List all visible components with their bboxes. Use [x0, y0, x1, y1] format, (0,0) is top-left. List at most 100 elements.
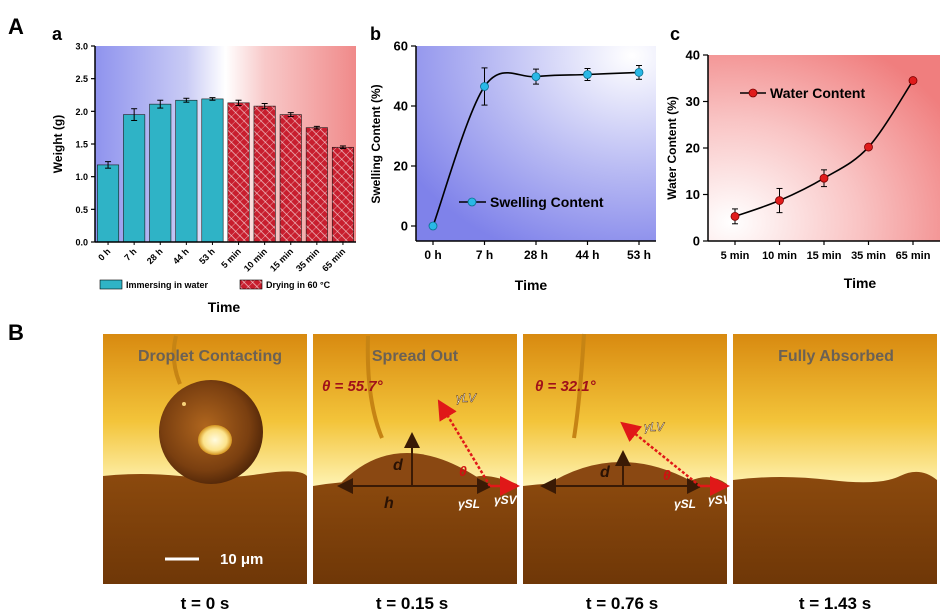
bar [149, 103, 172, 243]
y-tick-label: 3.0 [75, 42, 88, 52]
y-tick-label: 40 [686, 48, 700, 63]
x-tick-label: 35 min [294, 246, 321, 273]
photo-3-gamma-sl: γSL [674, 497, 696, 511]
data-point [730, 211, 740, 221]
x-tick-label: 5 min [219, 246, 243, 270]
data-point [775, 196, 784, 205]
panel-label-B: B [8, 320, 24, 345]
chart-b: 0 20 40 60 0 h 7 h 28 h 44 h 53 h Swelling Cont… [369, 39, 656, 293]
photo-2-gamma-sv: γSV [494, 493, 518, 507]
droplet-photo-4: Fully Absorbed t = 1.43 s [733, 334, 937, 613]
droplet-photo-2: Spread Out θ = 55.7° d h γLV θ γSL γSV t… [313, 334, 520, 613]
x-tick-label: 65 min [320, 246, 347, 273]
photo-3-theta: θ [663, 467, 671, 483]
x-tick-label: 0 h [96, 246, 112, 262]
droplet-photo-3: θ = 32.1° d γLV θ γSL γSV t = 0.76 s [523, 333, 732, 613]
legend-label-drying: Drying in 60 °C [266, 280, 331, 290]
x-tick-label: 44 h [575, 248, 599, 262]
y-tick-label: 40 [394, 99, 408, 114]
bar [175, 99, 198, 243]
panel-label-A: A [8, 14, 24, 39]
gamma-lv-arrow-3 [620, 421, 701, 487]
x-tick-label: 7 h [476, 248, 493, 262]
y-tick-label: 0 [401, 219, 408, 234]
data-point [583, 70, 592, 79]
photo-2-gamma-lv: γLV [456, 391, 477, 405]
photo-2-h-label: h [384, 495, 394, 512]
series-line [432, 71, 640, 227]
photo-3-d-label: d [600, 464, 611, 481]
photo-2-d-label: d [393, 457, 404, 474]
chart-c-legend-marker [748, 88, 758, 98]
photo-4-time: t = 1.43 s [799, 594, 871, 613]
x-tick-label: 7 h [122, 246, 138, 262]
droplet-photo-1: Droplet Contacting 10 μm t = 0 s [103, 334, 307, 613]
photo-1-time: t = 0 s [181, 594, 230, 613]
photo-4-title: Fully Absorbed [778, 348, 894, 365]
x-tick-label: 28 h [524, 248, 548, 262]
chart-c-background [708, 55, 940, 241]
y-tick-label: 10 [686, 187, 700, 202]
x-tick-label: 44 h [171, 246, 191, 266]
chart-a: 0.0 0.5 1.0 1.5 2.0 2.5 3.0 0 h 7 h 28 h 44 h 53 h… [51, 42, 356, 315]
x-tick-label: 10 min [242, 246, 269, 273]
x-tick-label: 15 min [807, 250, 842, 262]
subpanel-label-b: b [370, 24, 381, 44]
photo-1-title: Droplet Contacting [138, 348, 282, 365]
photo-2-gamma-sl: γSL [458, 497, 480, 511]
gamma-lv-arrow-2 [437, 399, 492, 487]
needle-3 [572, 333, 586, 439]
y-tick-label: 0.0 [75, 238, 88, 248]
x-tick-label: 10 min [762, 250, 797, 262]
x-tick-label: 15 min [268, 246, 295, 273]
x-tick-label: 53 h [627, 248, 651, 262]
data-point [634, 68, 644, 77]
bar [331, 146, 354, 243]
chart-b-legend-marker [467, 197, 477, 207]
data-point [480, 82, 489, 91]
photo-3-gamma-lv: γLV [644, 420, 665, 434]
x-tick-label: 5 min [721, 250, 750, 262]
y-tick-label: 0 [693, 234, 700, 249]
needle-1 [171, 335, 182, 385]
photo-3-gamma-sv: γSV [708, 493, 732, 507]
chart-c-legend-label: Water Content [770, 85, 865, 101]
legend-label-immersing: Immersing in water [126, 280, 209, 290]
legend-swatch-immersing [99, 279, 123, 290]
y-tick-label: 60 [394, 39, 408, 54]
chart-a-xlabel: Time [208, 299, 241, 315]
subpanel-label-c: c [670, 24, 680, 44]
chart-c-xlabel: Time [844, 275, 877, 291]
legend-swatch-drying [239, 279, 263, 290]
y-tick-label: 1.0 [75, 172, 88, 182]
droplet-highlight [198, 425, 232, 455]
data-point [819, 173, 829, 183]
data-point [428, 221, 438, 231]
y-tick-label: 0.5 [75, 205, 88, 215]
y-tick-label: 2.0 [75, 107, 88, 117]
droplet-cap-2 [338, 453, 490, 486]
x-tick-label: 65 min [896, 250, 931, 262]
x-tick-label: 35 min [851, 250, 886, 262]
x-tick-label: 0 h [424, 248, 441, 262]
chart-a-ylabel: Weight (g) [51, 115, 65, 173]
y-tick-label: 30 [686, 94, 700, 109]
data-point [864, 142, 873, 152]
y-tick-label: 20 [394, 159, 408, 174]
chart-b-xlabel: Time [515, 277, 548, 293]
bar [97, 164, 120, 243]
y-tick-label: 2.5 [75, 74, 88, 84]
y-tick-label: 20 [686, 141, 700, 156]
photo-2-theta: θ [459, 463, 467, 479]
photo-3-time: t = 0.76 s [586, 594, 658, 613]
bar [279, 114, 302, 243]
needle-2 [365, 335, 384, 439]
x-tick-label: 28 h [145, 246, 165, 266]
y-tick-label: 1.5 [75, 140, 88, 150]
scale-bar-label: 10 μm [220, 551, 263, 568]
data-point [531, 72, 541, 81]
chart-b-ylabel: Swelling Content (%) [369, 84, 383, 203]
data-point [908, 76, 918, 85]
